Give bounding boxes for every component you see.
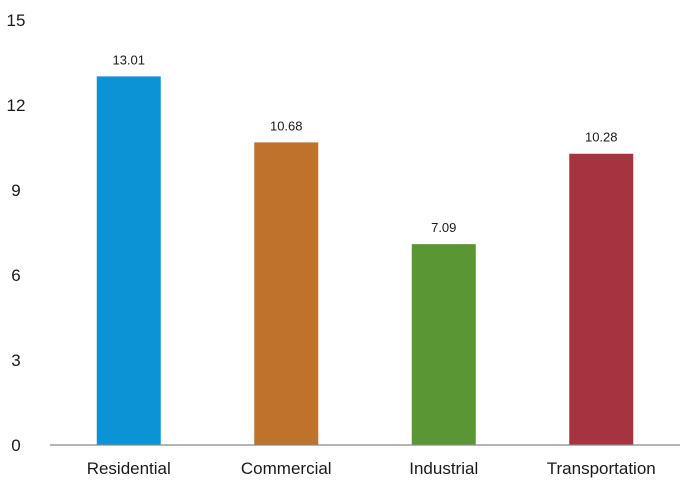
- bar-commercial: [254, 142, 319, 445]
- y-axis-ticks: 0 3 6 9 12 15: [7, 11, 26, 455]
- data-label-industrial: 7.09: [431, 220, 456, 235]
- x-tick-label-transportation: Transportation: [547, 459, 656, 478]
- y-tick-label: 6: [11, 266, 20, 285]
- value-labels-group: 13.01 10.68 7.09 10.28: [112, 52, 617, 235]
- data-label-transportation: 10.28: [585, 130, 618, 145]
- bar-industrial: [411, 244, 476, 445]
- bar-transportation: [569, 153, 634, 445]
- y-tick-label: 0: [11, 436, 20, 455]
- data-label-residential: 13.01: [112, 52, 145, 67]
- y-tick-label: 3: [11, 351, 20, 370]
- bar-residential: [96, 76, 161, 445]
- y-tick-label: 9: [11, 181, 20, 200]
- y-tick-label: 12: [7, 96, 26, 115]
- x-tick-label-commercial: Commercial: [241, 459, 332, 478]
- x-tick-label-residential: Residential: [87, 459, 171, 478]
- x-tick-label-industrial: Industrial: [409, 459, 478, 478]
- y-tick-label: 15: [7, 11, 26, 30]
- data-label-commercial: 10.68: [270, 118, 303, 133]
- bars-group: [96, 76, 634, 445]
- x-axis-labels: Residential Commercial Industrial Transport…: [87, 459, 656, 478]
